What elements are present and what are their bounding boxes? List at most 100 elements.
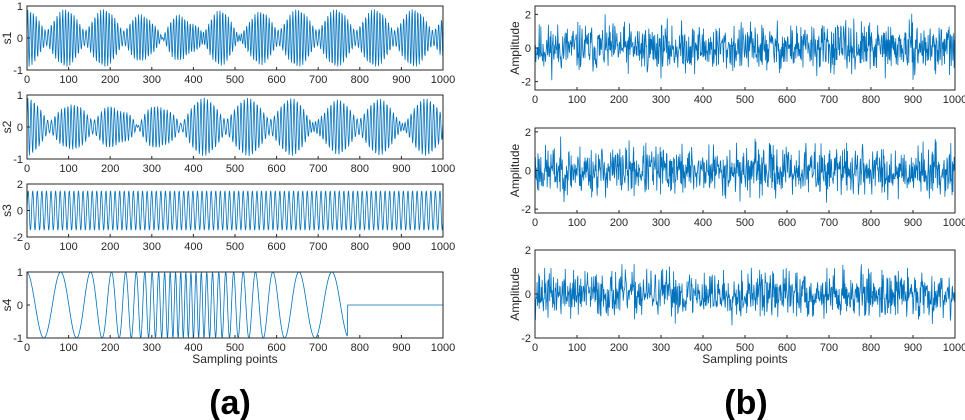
x-tick-label: 300 [143,241,161,253]
y-tick-label: -2 [521,77,531,89]
x-tick-label: 1000 [431,241,455,253]
x-tick-label: 900 [904,217,922,229]
x-tick-label: 200 [101,342,119,354]
x-tick-label: 400 [694,94,712,106]
x-tick-label: 200 [101,163,119,175]
x-tick-label: 400 [694,342,712,354]
x-tick-label: 800 [351,241,369,253]
y-axis-label: s1 [0,31,14,44]
y-tick-label: 2 [525,127,531,139]
x-tick-label: 100 [568,94,586,106]
y-axis-label: Amplitude [508,267,522,321]
y-tick-label: 2 [525,9,531,21]
series-line [27,9,443,67]
y-tick-label: 0 [17,122,23,134]
x-tick-label: 0 [24,342,30,354]
x-tick-label: 900 [392,163,410,175]
x-tick-label: 600 [267,163,285,175]
x-tick-label: 200 [101,74,119,86]
x-tick-label: 100 [568,217,586,229]
x-tick-label: 400 [694,217,712,229]
x-tick-label: 200 [101,241,119,253]
series-line [27,190,443,231]
series-line [535,264,955,326]
x-tick-label: 400 [184,163,202,175]
x-tick-label: 800 [351,163,369,175]
x-tick-label: 100 [59,74,77,86]
x-tick-label: 800 [351,74,369,86]
x-tick-label: 900 [392,241,410,253]
x-tick-label: 600 [778,342,796,354]
x-tick-label: 500 [736,94,754,106]
x-tick-label: 200 [610,342,628,354]
y-tick-label: 0 [17,300,23,312]
x-tick-label: 500 [226,74,244,86]
y-axis-label: s4 [0,298,14,311]
x-tick-label: 800 [862,342,880,354]
y-tick-label: 1 [17,1,23,13]
x-tick-label: 0 [24,163,30,175]
panel-label-b: (b) [724,384,767,420]
x-tick-label: 900 [904,342,922,354]
x-tick-label: 400 [184,74,202,86]
y-tick-label: 0 [525,289,531,301]
x-tick-label: 800 [862,217,880,229]
x-axis-label: Sampling points [192,352,277,366]
x-tick-label: 0 [532,94,538,106]
x-tick-label: 500 [736,217,754,229]
x-tick-label: 700 [820,342,838,354]
x-tick-label: 1000 [431,163,455,175]
x-tick-label: 1000 [943,94,965,106]
x-tick-label: 600 [267,74,285,86]
x-tick-label: 700 [820,94,838,106]
y-tick-label: 1 [17,267,23,279]
y-tick-label: -2 [521,333,531,345]
x-tick-label: 600 [778,94,796,106]
x-tick-label: 0 [532,217,538,229]
x-tick-label: 200 [610,94,628,106]
y-tick-label: -1 [13,333,23,345]
y-axis-label: Amplitude [508,144,522,198]
x-tick-label: 700 [820,217,838,229]
x-tick-label: 600 [778,217,796,229]
x-axis-label: Sampling points [702,352,787,366]
y-tick-label: -2 [13,232,23,244]
x-tick-label: 100 [568,342,586,354]
x-tick-label: 100 [59,241,77,253]
subplot-5: 0 100 200 300 400 500 600 700 800 900 1000-202Ampl… [508,5,965,106]
x-tick-label: 300 [652,217,670,229]
x-tick-label: 400 [184,241,202,253]
x-tick-label: 700 [309,74,327,86]
y-axis-label: Amplitude [508,21,522,75]
x-tick-label: 1000 [943,342,965,354]
x-tick-label: 100 [59,342,77,354]
y-tick-label: -1 [13,65,23,77]
x-tick-label: 200 [610,217,628,229]
y-tick-label: 0 [525,43,531,55]
x-tick-label: 900 [904,94,922,106]
y-axis-label: s2 [0,120,14,133]
subplot-6: 0 100 200 300 400 500 600 700 800 900 1000-202Ampl… [508,127,965,229]
y-tick-label: -1 [13,154,23,166]
x-tick-label: 600 [267,342,285,354]
y-tick-label: 2 [525,245,531,257]
x-tick-label: 500 [226,163,244,175]
x-tick-label: 0 [24,241,30,253]
x-tick-label: 1000 [431,74,455,86]
x-tick-label: 900 [392,74,410,86]
series-line [535,13,955,81]
x-tick-label: 500 [226,342,244,354]
y-axis-label: s3 [0,204,14,217]
y-tick-label: 0 [17,33,23,45]
x-tick-label: 700 [309,342,327,354]
x-tick-label: 300 [143,163,161,175]
x-tick-label: 300 [143,342,161,354]
panel-label-a: (a) [209,384,251,420]
x-tick-label: 300 [652,94,670,106]
x-tick-label: 300 [652,342,670,354]
x-tick-label: 300 [143,74,161,86]
x-tick-label: 100 [59,163,77,175]
